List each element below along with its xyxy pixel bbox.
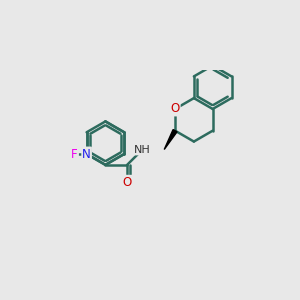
Text: N: N	[82, 148, 91, 160]
Polygon shape	[164, 130, 177, 149]
Text: O: O	[170, 103, 180, 116]
Text: F: F	[71, 148, 78, 160]
Text: O: O	[122, 176, 132, 189]
Text: NH: NH	[134, 145, 151, 154]
